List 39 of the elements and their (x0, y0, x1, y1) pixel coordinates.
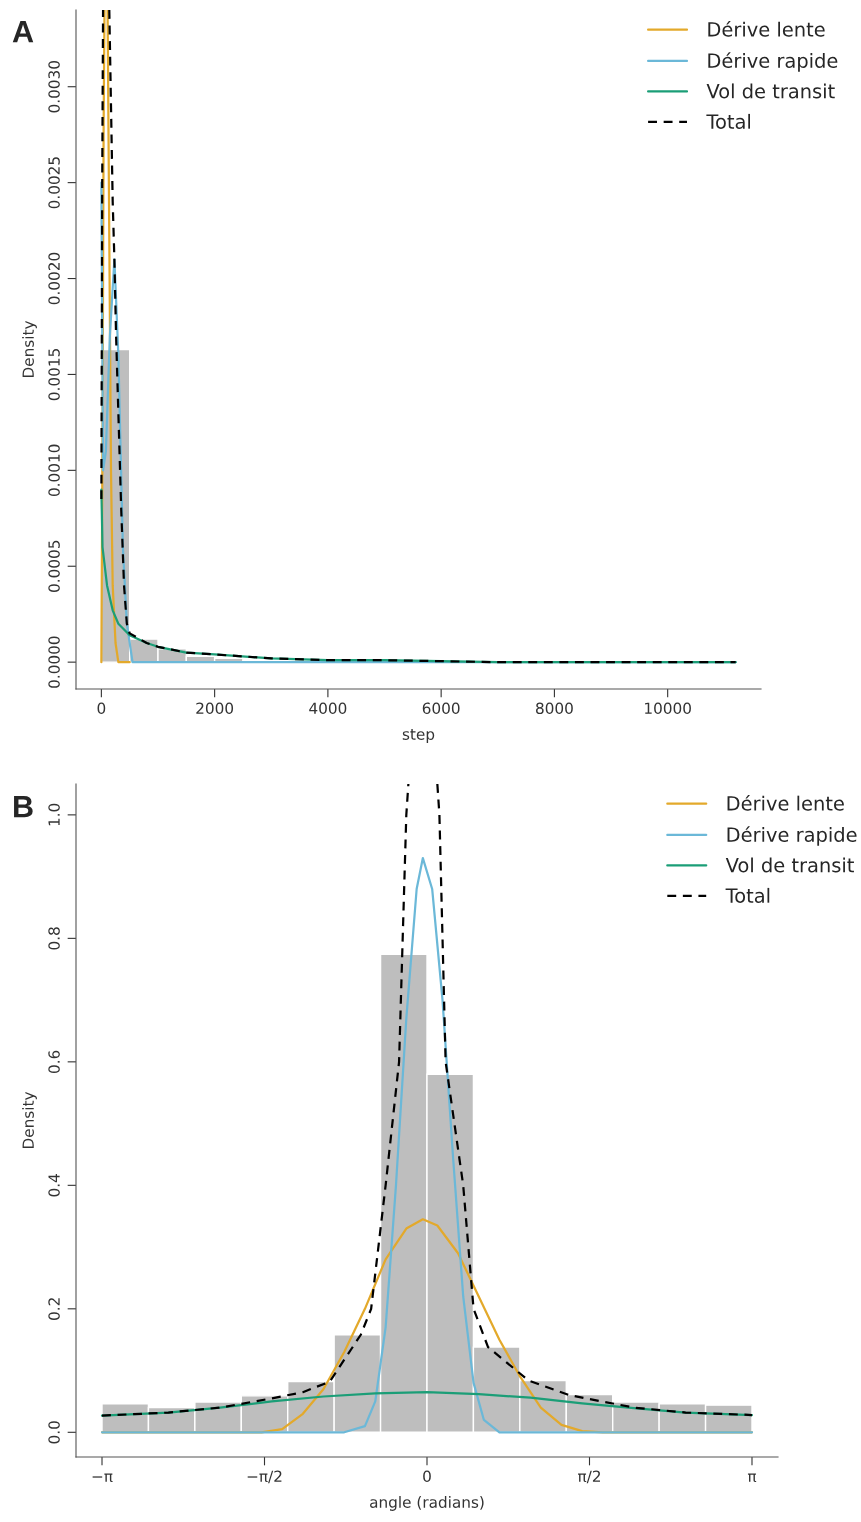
y-tick-label: 0.0025 (48, 157, 60, 209)
y-tick-label: 0.0000 (48, 636, 60, 688)
x-tick-label: π (747, 1473, 757, 1483)
y-tick-label: 0.2 (48, 1298, 60, 1320)
legend-label: Dérive rapide (727, 826, 857, 846)
x-tick-label: 8000 (536, 702, 573, 715)
legend-label: Vol de transit (706, 83, 835, 99)
x-tick-label: π/2 (578, 1470, 600, 1484)
y-axis-title: Density (22, 1091, 37, 1149)
y-tick-label: 0.0 (48, 1421, 60, 1444)
y-tick-label: 0.6 (48, 1050, 60, 1073)
legend-label: Total (725, 887, 770, 903)
x-tick-label: −π/2 (247, 1470, 282, 1484)
legend-label: Dérive lente (727, 794, 844, 811)
y-tick-label: 0.0010 (48, 444, 60, 497)
legend-label: Dérive rapide (708, 52, 838, 72)
y-tick-label: 0.0015 (48, 349, 60, 401)
y-axis-title: Density (22, 320, 37, 378)
y-tick-label: 0.0020 (48, 252, 60, 305)
x-tick-label: 6000 (422, 702, 460, 715)
y-tick-label: 0.0005 (48, 540, 60, 592)
x-tick-label: 2000 (196, 702, 234, 715)
y-tick-label: 0.8 (48, 927, 60, 950)
legend-label: Dérive lente (708, 20, 825, 37)
x-tick-label: 4000 (309, 702, 347, 715)
text: B (14, 796, 33, 818)
text: A (12, 21, 34, 43)
x-tick-label: 0 (97, 702, 106, 715)
x-axis-title: angle (radians) (370, 1496, 484, 1511)
y-tick-label: 0.4 (48, 1174, 60, 1197)
x-axis-title: step (402, 728, 435, 743)
line-series (100, 1391, 754, 1417)
legend-label: Vol de transit (725, 857, 854, 873)
legend-label: Total (706, 113, 751, 129)
x-tick-label: 0 (423, 1470, 431, 1483)
y-tick-label: 0.0030 (48, 61, 60, 113)
x-tick-label: −π (92, 1473, 113, 1483)
x-tick-label: 10000 (645, 702, 691, 715)
y-tick-label: 1.0 (48, 803, 60, 826)
